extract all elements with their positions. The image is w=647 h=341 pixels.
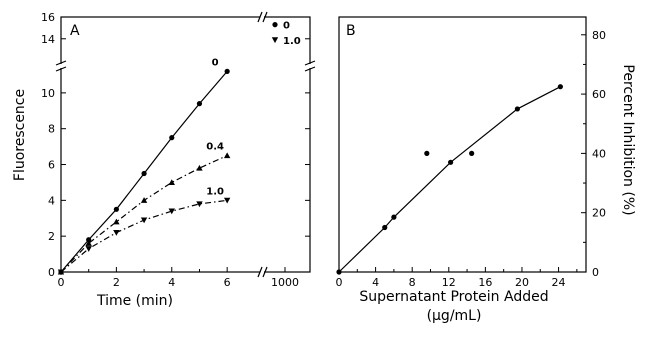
panel-b-data-point-1 xyxy=(469,150,475,156)
panel-a-x-tick-label: 4 xyxy=(168,276,175,289)
panel-b-data-point-0 xyxy=(514,106,520,112)
panel-a-legend-entry: 0 xyxy=(283,21,290,32)
panel-b-x-tick-label: 16 xyxy=(478,276,492,289)
panel-b-x-tick-label: 24 xyxy=(552,276,566,289)
panel-b-x-tick-label: 0 xyxy=(336,276,343,289)
panel-a-y-tick-label: 4 xyxy=(48,194,55,207)
panel-a-data-point-1 xyxy=(113,218,120,225)
panel-a-data-point-0 xyxy=(196,101,203,107)
panel-b-x-axis-label-line1: Supernatant Protein Added xyxy=(359,289,548,305)
panel-a-data-point-2 xyxy=(168,208,175,215)
panel-a-data-point-0 xyxy=(169,135,175,141)
panel-a-data-point-2 xyxy=(196,201,203,208)
panel-a-x-tick-label: 0 xyxy=(58,276,65,289)
panel-a-y-tick-label: 2 xyxy=(48,230,55,243)
panel-b-data-point-0 xyxy=(336,269,342,275)
panel-a-data-point-1 xyxy=(85,240,92,246)
panel-a-y-break-mark xyxy=(55,60,67,72)
panel-a-x-break-mark xyxy=(257,266,268,278)
panel-a-x-tick-label: 6 xyxy=(224,276,231,289)
panel-b-series-line-0 xyxy=(338,86,561,273)
panel-a-data-point-1 xyxy=(223,152,231,159)
panel-a-x-tick-label: 2 xyxy=(113,276,120,289)
panel-a-legend-entry: 1.0 xyxy=(283,36,301,47)
panel-a-break-point-2 xyxy=(271,37,279,44)
panel-b-data-point-0 xyxy=(391,214,397,220)
panel-a-y-tick-label: 8 xyxy=(48,123,55,136)
panel-a-x-break-mark-top-gap xyxy=(260,11,264,23)
panel-a-data-point-1 xyxy=(196,164,203,171)
panel-a-data-point-0 xyxy=(113,206,119,212)
panel-a-data-point-0 xyxy=(224,68,230,74)
panel-b-y-axis-label: Percent Inhibition (%) xyxy=(620,64,636,215)
panel-b-frame xyxy=(338,16,587,273)
panel-b-y-tick-label: 80 xyxy=(592,29,606,42)
panel-a-y-break-tick-label: 16 xyxy=(41,11,55,24)
panel-a-x-break-mark-gap xyxy=(260,266,264,278)
panel-b-x-tick-label: 8 xyxy=(409,276,416,289)
panel-a-series-label-2: 1.0 xyxy=(206,186,224,197)
panel-a-y-axis-label: Fluorescence xyxy=(12,89,28,181)
panel-a-x-break-tick-label: 1000 xyxy=(271,276,299,289)
panel-b-data-point-0 xyxy=(557,84,563,90)
panel-a-y-tick-label: 10 xyxy=(41,87,55,100)
panel-a-y-break-mark-right-gap xyxy=(304,64,316,68)
panel-a-data-point-2 xyxy=(113,230,120,236)
panel-a-data-point-2 xyxy=(57,269,65,276)
panel-b-x-tick-label: 20 xyxy=(515,276,529,289)
panel-b: Percent Inhibition (%) Supernatant Prote… xyxy=(336,16,636,324)
panel-a-data-point-0 xyxy=(141,170,147,177)
panel-a-data-point-2 xyxy=(140,217,148,224)
panel-b-x-tick-label: 4 xyxy=(372,276,379,289)
panel-a-y-break-mark-gap xyxy=(55,64,67,68)
panel-a-y-tick-label: 6 xyxy=(48,159,55,172)
panel-b-y-tick-label: 0 xyxy=(592,266,599,279)
panel-b-y-tick-label: 60 xyxy=(592,88,606,101)
panel-a-series-line-2 xyxy=(60,199,228,273)
panel-a: Fluorescence Time (min) A 0 2 4 6 8 10 14 16 0 2 4… xyxy=(12,11,316,309)
panel-b-y-tick-label: 20 xyxy=(592,207,606,220)
panel-a-label: A xyxy=(70,23,80,39)
panel-a-x-break-mark-top xyxy=(257,11,268,23)
panel-b-data-point-0 xyxy=(382,224,388,231)
panel-b-data-point-0 xyxy=(448,159,454,165)
panel-a-y-break-tick-label: 14 xyxy=(41,33,55,46)
panel-b-x-axis-label-line2: (μg/mL) xyxy=(427,308,482,324)
panel-a-frame xyxy=(60,16,311,273)
panel-b-y-tick-label: 40 xyxy=(592,147,606,160)
panel-b-label: B xyxy=(346,23,356,39)
panel-b-x-tick-label: 12 xyxy=(442,276,456,289)
panel-a-data-point-1 xyxy=(140,197,148,203)
panel-a-data-point-0 xyxy=(86,237,92,243)
panel-a-data-point-1 xyxy=(168,179,175,185)
panel-a-data-point-2 xyxy=(85,246,92,252)
panel-b-data-point-1 xyxy=(424,150,430,156)
panel-a-x-axis-label: Time (min) xyxy=(96,293,173,309)
panel-a-series-label-0: 0 xyxy=(212,57,219,68)
panel-a-series-label-1: 0.4 xyxy=(206,142,224,153)
panel-a-data-point-2 xyxy=(223,197,231,204)
panel-a-y-tick-label: 0 xyxy=(48,266,55,279)
panel-a-y-break-mark-right xyxy=(304,60,316,72)
panel-a-break-point-0 xyxy=(272,22,278,28)
